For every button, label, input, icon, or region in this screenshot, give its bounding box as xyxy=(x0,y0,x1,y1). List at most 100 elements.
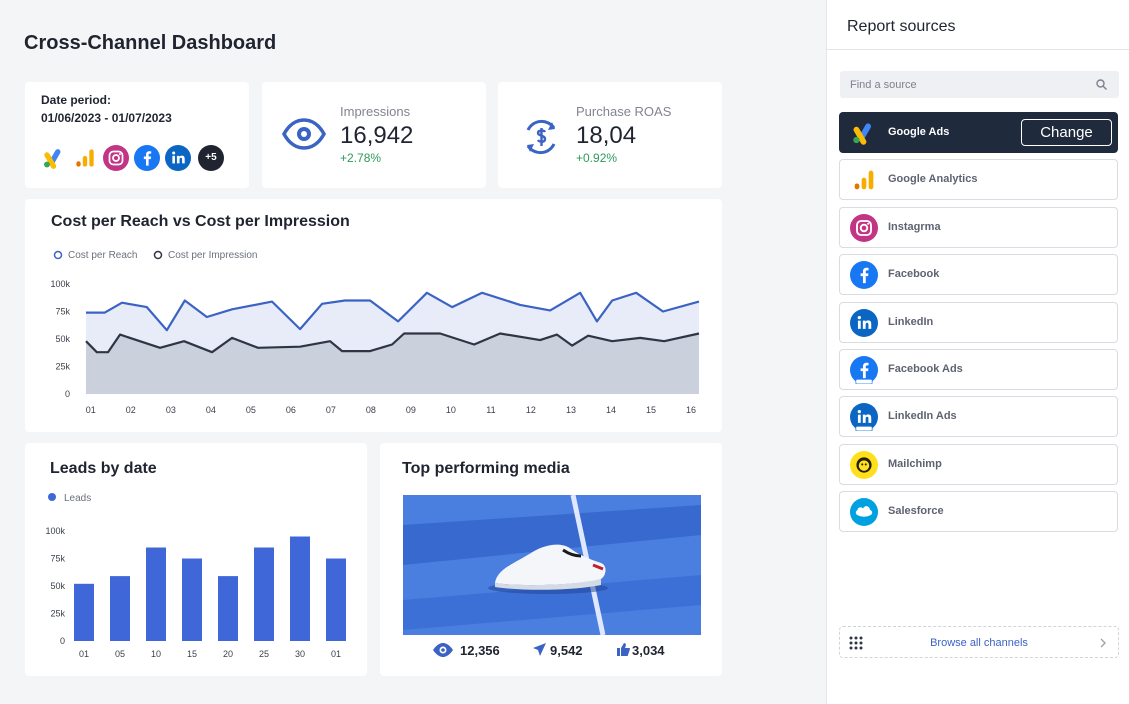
bar xyxy=(290,536,310,641)
source-item[interactable]: Google Ads Change xyxy=(839,112,1118,153)
source-logo xyxy=(850,498,878,527)
source-item[interactable]: Salesforce xyxy=(839,491,1118,533)
kpi-label: Impressions xyxy=(340,104,411,119)
source-logo xyxy=(850,308,878,337)
page-title: Cross-Channel Dashboard xyxy=(24,32,277,54)
source-item[interactable]: Facebook xyxy=(839,254,1118,296)
bar xyxy=(146,547,166,641)
x-tick-label: 15 xyxy=(187,649,197,659)
date-range: 01/06/2023 - 01/07/2023 xyxy=(41,111,172,125)
source-item[interactable]: Mailchimp xyxy=(839,443,1118,485)
x-tick-label: 06 xyxy=(286,405,296,415)
likes-icon xyxy=(617,643,630,656)
source-item[interactable]: LinkedIn Ads xyxy=(839,396,1118,438)
source-name: Salesforce xyxy=(888,505,944,518)
x-tick-label: 05 xyxy=(246,405,256,415)
source-name: Facebook Ads xyxy=(888,363,963,375)
source-logo xyxy=(850,356,878,385)
x-tick-label: 13 xyxy=(566,405,576,415)
chevron xyxy=(1100,638,1106,648)
source-item[interactable]: Google Analytics xyxy=(839,159,1118,201)
x-tick-label: 02 xyxy=(126,405,136,415)
legend-marker xyxy=(53,250,63,260)
x-tick-label: 07 xyxy=(326,405,336,415)
media-title: Top performing media xyxy=(402,460,570,477)
source-item[interactable]: LinkedIn xyxy=(839,301,1118,343)
source-item[interactable]: Instagrma xyxy=(839,206,1118,248)
source-logo xyxy=(850,213,878,242)
line xyxy=(85,332,700,354)
x-tick-label: 04 xyxy=(206,405,216,415)
y-tick-label: 25k xyxy=(55,362,70,372)
divider xyxy=(827,49,1129,50)
source-logo xyxy=(850,261,878,290)
source-name: Instagrma xyxy=(888,220,941,233)
line-chart: Cost per Reach vs Cost per Impression 02… xyxy=(50,213,700,415)
legend-marker xyxy=(153,250,163,260)
source-icons xyxy=(41,145,241,171)
x-tick-label: 01 xyxy=(331,649,341,659)
x-tick-label: 12 xyxy=(526,405,536,415)
media-card: Top performing media 12,356 9,542 3,034 xyxy=(380,443,722,676)
source-logo xyxy=(850,403,878,432)
media-image xyxy=(403,495,701,635)
source-name: Google Ads xyxy=(888,126,950,138)
x-tick-label: 16 xyxy=(686,405,696,415)
source-name: LinkedIn Ads xyxy=(888,410,957,423)
x-tick-label: 30 xyxy=(295,649,305,659)
chart-title: Leads by date xyxy=(50,460,157,477)
x-tick-label: 03 xyxy=(166,405,176,415)
eye-icon xyxy=(282,118,326,150)
y-tick-label: 0 xyxy=(65,389,70,399)
kpi-label: Purchase ROAS xyxy=(576,104,672,119)
bar xyxy=(218,576,238,641)
source-name: Google Analytics xyxy=(888,173,978,186)
browse-button[interactable]: Browse all channels xyxy=(839,626,1119,658)
source-name: Mailchimp xyxy=(888,457,942,470)
x-tick-label: 11 xyxy=(486,405,495,415)
legend-label: Cost per Reach xyxy=(68,250,137,261)
source-logo xyxy=(76,149,94,167)
kpi-value: 18,04 xyxy=(576,122,637,149)
y-tick-label: 75k xyxy=(50,554,65,564)
source-item[interactable]: Facebook Ads xyxy=(839,349,1118,390)
source-logo xyxy=(134,145,160,171)
browse-label: Browse all channels xyxy=(930,637,1028,649)
bar xyxy=(74,583,94,641)
source-name: Facebook xyxy=(888,268,940,281)
source-logo xyxy=(850,450,878,479)
kpi-change: +2.78% xyxy=(340,151,382,165)
bar-chart: Leads by date 0 25k 50k 75k 100k Leads 01 05 10 1… xyxy=(45,460,346,659)
legend-label: Leads xyxy=(64,493,91,504)
change-button[interactable]: Change xyxy=(1021,119,1112,146)
x-tick-label: 20 xyxy=(223,649,233,659)
x-tick-label: 25 xyxy=(259,649,269,659)
line xyxy=(86,291,700,332)
views-icon xyxy=(433,643,453,657)
source-logo xyxy=(853,123,871,145)
x-tick-label: 05 xyxy=(115,649,125,659)
shares: 9,542 xyxy=(550,643,583,658)
y-tick-label: 25k xyxy=(50,609,65,619)
source-logo xyxy=(103,145,129,171)
y-tick-label: 100k xyxy=(50,279,70,289)
y-tick-label: 50k xyxy=(55,334,70,344)
x-tick-label: 15 xyxy=(646,405,656,415)
x-tick-label: 01 xyxy=(86,405,96,415)
bar-card: Leads by date 0 25k 50k 75k 100k Leads 01 05 10 1… xyxy=(25,443,367,676)
search-icon xyxy=(1096,79,1107,90)
kpi-value: 16,942 xyxy=(340,122,414,149)
source-logo xyxy=(44,149,61,169)
bar xyxy=(326,558,346,641)
x-tick-label: 01 xyxy=(79,649,89,659)
search-placeholder: Find a source xyxy=(850,79,917,91)
date-label: Date period: xyxy=(41,93,112,107)
y-tick-label: 75k xyxy=(55,307,70,317)
y-tick-label: 0 xyxy=(60,636,65,646)
kpi-change: +0.92% xyxy=(576,151,618,165)
bar xyxy=(182,558,202,641)
search-box[interactable]: Find a source xyxy=(840,71,1119,98)
more-badge: +5 xyxy=(198,145,224,171)
source-logo xyxy=(165,145,191,171)
